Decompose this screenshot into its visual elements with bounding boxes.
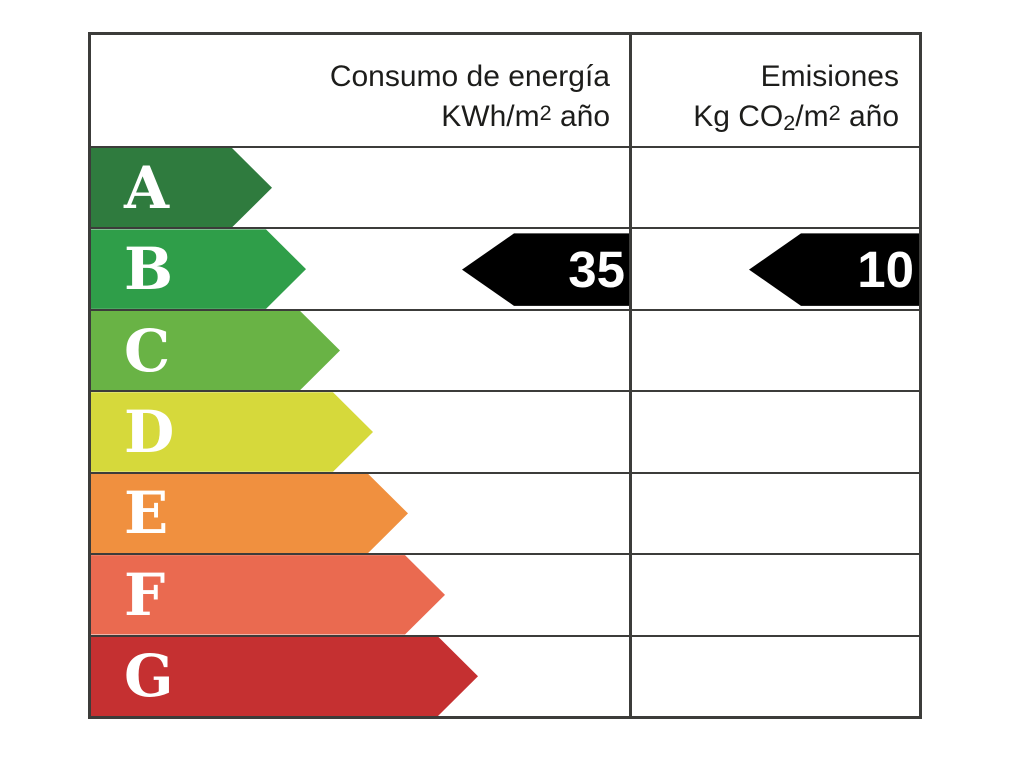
rating-letter-b: B xyxy=(124,235,174,304)
rating-letter-c: C xyxy=(124,316,171,385)
rating-rows: A B 35 10 C D xyxy=(91,148,919,716)
rating-row-a: A xyxy=(91,148,919,230)
consumption-column-header: Consumo de energía KWh/m2 año xyxy=(91,35,630,146)
rating-arrow-d: D xyxy=(91,392,373,471)
rating-row-e: E xyxy=(91,474,919,556)
rating-letter-f: F xyxy=(124,560,166,629)
rating-letter-e: E xyxy=(124,479,169,548)
consumption-unit: KWh/m2 año xyxy=(441,100,610,133)
emissions-column-header: Emisiones Kg CO2/m2 año xyxy=(630,35,919,146)
rating-letter-g: G xyxy=(124,642,174,711)
emissions-unit: Kg CO2/m2 año xyxy=(693,100,899,135)
column-divider xyxy=(629,35,632,716)
rating-row-c: C xyxy=(91,311,919,393)
rating-arrow-e: E xyxy=(91,474,408,553)
emissions-value: 10 xyxy=(857,241,914,299)
consumption-indicator-arrow: 35 xyxy=(462,233,630,306)
rating-arrow-c: C xyxy=(91,311,340,390)
rating-arrow-f: F xyxy=(91,555,445,634)
rating-table: Consumo de energía KWh/m2 año Emisiones … xyxy=(88,32,922,719)
rating-letter-d: D xyxy=(124,397,175,466)
rating-letter-a: A xyxy=(124,153,170,222)
rating-arrow-b: B xyxy=(91,229,306,308)
rating-arrow-g: G xyxy=(91,637,478,716)
emissions-title: Emisiones xyxy=(760,60,899,93)
table-header: Consumo de energía KWh/m2 año Emisiones … xyxy=(91,35,919,148)
consumption-title: Consumo de energía xyxy=(329,60,610,93)
rating-arrow-a: A xyxy=(91,148,272,227)
rating-row-d: D xyxy=(91,392,919,474)
consumption-value: 35 xyxy=(568,241,625,299)
rating-row-f: F xyxy=(91,555,919,637)
rating-row-b: B 35 10 xyxy=(91,229,919,311)
rating-row-g: G xyxy=(91,637,919,716)
emissions-indicator-arrow: 10 xyxy=(749,233,919,306)
